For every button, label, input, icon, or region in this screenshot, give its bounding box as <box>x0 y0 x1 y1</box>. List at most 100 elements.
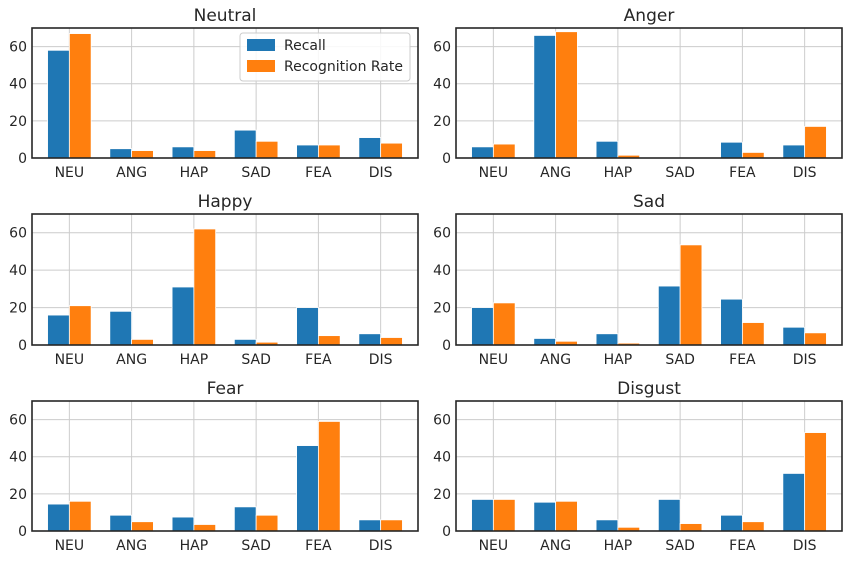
bar-dis-recognition-rate <box>804 126 827 159</box>
y-tick-label: 40 <box>9 450 27 466</box>
series-recognition-rate <box>492 244 827 346</box>
bar-fea-recall <box>296 307 319 346</box>
y-tick-label: 20 <box>433 114 451 130</box>
y-tick-label: 60 <box>433 226 451 242</box>
bar-ang-recall <box>533 338 557 346</box>
chart-panel-sad: 0 20 40 60 NEU ANG HAP SAD FEA DIS Sad <box>433 192 843 368</box>
x-tick-label: HAP <box>180 165 209 181</box>
legend-swatch <box>247 39 275 51</box>
bar-sad-recognition-rate <box>255 514 279 532</box>
bar-fea-recognition-rate <box>741 322 765 346</box>
bar-fea-recognition-rate <box>317 335 341 346</box>
bar-ang-recall <box>109 310 133 346</box>
series-recognition-rate <box>68 33 403 159</box>
bar-hap-recognition-rate <box>193 228 217 346</box>
y-tick-label: 20 <box>9 114 27 130</box>
axes-frame <box>31 213 419 346</box>
x-tick-label: NEU <box>55 352 85 368</box>
x-tick-label: SAD <box>665 352 695 368</box>
bar-dis-recall <box>782 473 806 532</box>
bar-neu-recall <box>47 503 70 532</box>
series-recall <box>47 286 382 346</box>
bar-sad-recall <box>233 506 257 532</box>
bar-ang-recognition-rate <box>555 500 578 532</box>
chart-title: Sad <box>633 192 665 212</box>
bar-neu-recognition-rate <box>68 305 92 346</box>
x-tick-label: DIS <box>793 538 817 554</box>
y-tick-label: 0 <box>442 524 451 540</box>
y-tick-label: 0 <box>18 338 27 354</box>
x-tick-label: SAD <box>241 352 271 368</box>
bar-dis-recognition-rate <box>380 337 403 346</box>
bar-fea-recall <box>296 445 319 532</box>
bar-neu-recognition-rate <box>492 499 516 532</box>
bar-sad-recall <box>657 285 681 346</box>
bar-dis-recall <box>782 144 806 159</box>
bar-hap-recognition-rate <box>193 524 217 532</box>
y-tick-label: 60 <box>9 413 27 429</box>
bar-sad-recall <box>233 129 257 159</box>
bar-sad-recognition-rate <box>679 523 703 532</box>
x-tick-label: ANG <box>116 165 147 181</box>
x-tick-label: FEA <box>729 538 756 554</box>
legend-box <box>239 32 411 82</box>
axes-frame <box>455 400 843 532</box>
grid <box>456 28 842 159</box>
series-recall <box>471 473 806 532</box>
legend-label: Recognition Rate <box>284 59 403 75</box>
bar-hap-recall <box>171 516 195 532</box>
y-tick-label: 0 <box>442 338 451 354</box>
x-tick-label: HAP <box>180 352 209 368</box>
bar-dis-recognition-rate <box>380 142 403 159</box>
y-tick-label: 20 <box>433 487 451 503</box>
bar-neu-recognition-rate <box>68 33 92 159</box>
y-tick-label: 0 <box>18 151 27 167</box>
y-tick-label: 60 <box>9 40 27 56</box>
x-tick-label: SAD <box>665 165 695 181</box>
y-tick-label: 0 <box>442 151 451 167</box>
bar-fea-recall <box>720 298 743 346</box>
x-tick-label: FEA <box>305 165 332 181</box>
chart-title: Anger <box>624 6 675 26</box>
y-tick-label: 40 <box>9 263 27 279</box>
bar-neu-recognition-rate <box>492 302 516 346</box>
bar-neu-recall <box>47 49 70 159</box>
bar-fea-recognition-rate <box>317 421 341 532</box>
bar-dis-recognition-rate <box>380 519 403 532</box>
x-tick-label: SAD <box>241 538 271 554</box>
chart-title: Disgust <box>617 379 681 399</box>
x-tick-label: DIS <box>369 538 393 554</box>
x-tick-label: NEU <box>55 538 85 554</box>
x-tick-label: FEA <box>305 352 332 368</box>
bar-fea-recognition-rate <box>317 144 341 159</box>
y-tick-label: 40 <box>433 450 451 466</box>
series-recognition-rate <box>68 228 403 346</box>
bar-fea-recognition-rate <box>741 521 765 532</box>
bar-neu-recall <box>471 307 494 346</box>
x-tick-label: DIS <box>793 352 817 368</box>
y-tick-label: 40 <box>433 263 451 279</box>
y-tick-label: 60 <box>433 40 451 56</box>
y-tick-label: 60 <box>9 226 27 242</box>
bar-hap-recall <box>171 146 195 159</box>
chart-title: Neutral <box>194 6 257 26</box>
bar-dis-recognition-rate <box>804 432 827 532</box>
bar-fea-recall <box>720 514 743 532</box>
legend-label: Recall <box>284 38 326 54</box>
x-tick-label: NEU <box>479 538 509 554</box>
x-tick-label: FEA <box>305 538 332 554</box>
bar-sad-recognition-rate <box>679 244 703 346</box>
y-tick-label: 40 <box>9 77 27 93</box>
x-tick-label: ANG <box>116 352 147 368</box>
bar-ang-recognition-rate <box>131 150 154 159</box>
bar-neu-recall <box>471 499 494 532</box>
axes-frame <box>31 400 419 532</box>
x-tick-label: HAP <box>604 352 633 368</box>
x-tick-label: HAP <box>604 165 633 181</box>
y-tick-label: 0 <box>18 524 27 540</box>
chart-title: Fear <box>207 379 244 399</box>
chart-title: Happy <box>198 192 253 212</box>
bar-hap-recall <box>595 333 619 346</box>
x-tick-label: NEU <box>55 165 85 181</box>
